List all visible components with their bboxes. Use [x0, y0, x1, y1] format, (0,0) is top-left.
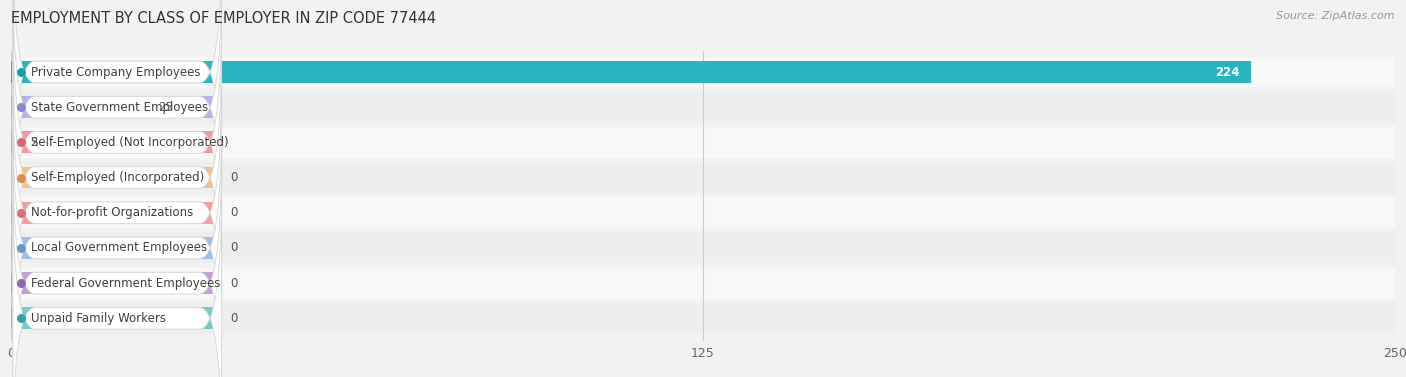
Bar	[11, 303, 1395, 334]
FancyBboxPatch shape	[13, 118, 222, 377]
Text: Source: ZipAtlas.com: Source: ZipAtlas.com	[1277, 11, 1395, 21]
Bar	[11, 127, 1395, 158]
Bar	[11, 57, 1395, 87]
Bar	[11, 61, 1251, 83]
Text: 0: 0	[229, 312, 238, 325]
Bar	[11, 92, 1395, 123]
Bar	[11, 96, 218, 118]
Bar	[11, 237, 218, 259]
Text: 2: 2	[31, 136, 38, 149]
Bar	[11, 268, 1395, 299]
Text: Unpaid Family Workers: Unpaid Family Workers	[31, 312, 166, 325]
Text: Self-Employed (Incorporated): Self-Employed (Incorporated)	[31, 171, 204, 184]
Bar	[11, 197, 1395, 228]
Bar	[11, 202, 218, 224]
Text: 0: 0	[229, 277, 238, 290]
Bar	[11, 307, 218, 329]
Text: 224: 224	[1215, 66, 1240, 78]
Text: Not-for-profit Organizations: Not-for-profit Organizations	[31, 206, 193, 219]
Text: State Government Employees: State Government Employees	[31, 101, 208, 114]
Text: Local Government Employees: Local Government Employees	[31, 241, 207, 254]
FancyBboxPatch shape	[13, 48, 222, 307]
FancyBboxPatch shape	[13, 0, 222, 237]
Bar	[11, 233, 1395, 264]
FancyBboxPatch shape	[13, 12, 222, 272]
Text: 25: 25	[157, 101, 173, 114]
Text: Self-Employed (Not Incorporated): Self-Employed (Not Incorporated)	[31, 136, 228, 149]
Bar	[11, 162, 1395, 193]
FancyBboxPatch shape	[13, 83, 222, 343]
Text: Federal Government Employees: Federal Government Employees	[31, 277, 219, 290]
Text: 0: 0	[229, 171, 238, 184]
Text: EMPLOYMENT BY CLASS OF EMPLOYER IN ZIP CODE 77444: EMPLOYMENT BY CLASS OF EMPLOYER IN ZIP C…	[11, 11, 436, 26]
FancyBboxPatch shape	[13, 188, 222, 377]
Text: 0: 0	[229, 206, 238, 219]
FancyBboxPatch shape	[13, 153, 222, 377]
Bar	[11, 167, 218, 188]
Bar	[11, 272, 218, 294]
FancyBboxPatch shape	[13, 0, 222, 202]
Bar	[11, 132, 218, 153]
Text: Private Company Employees: Private Company Employees	[31, 66, 200, 78]
Text: 0: 0	[229, 241, 238, 254]
